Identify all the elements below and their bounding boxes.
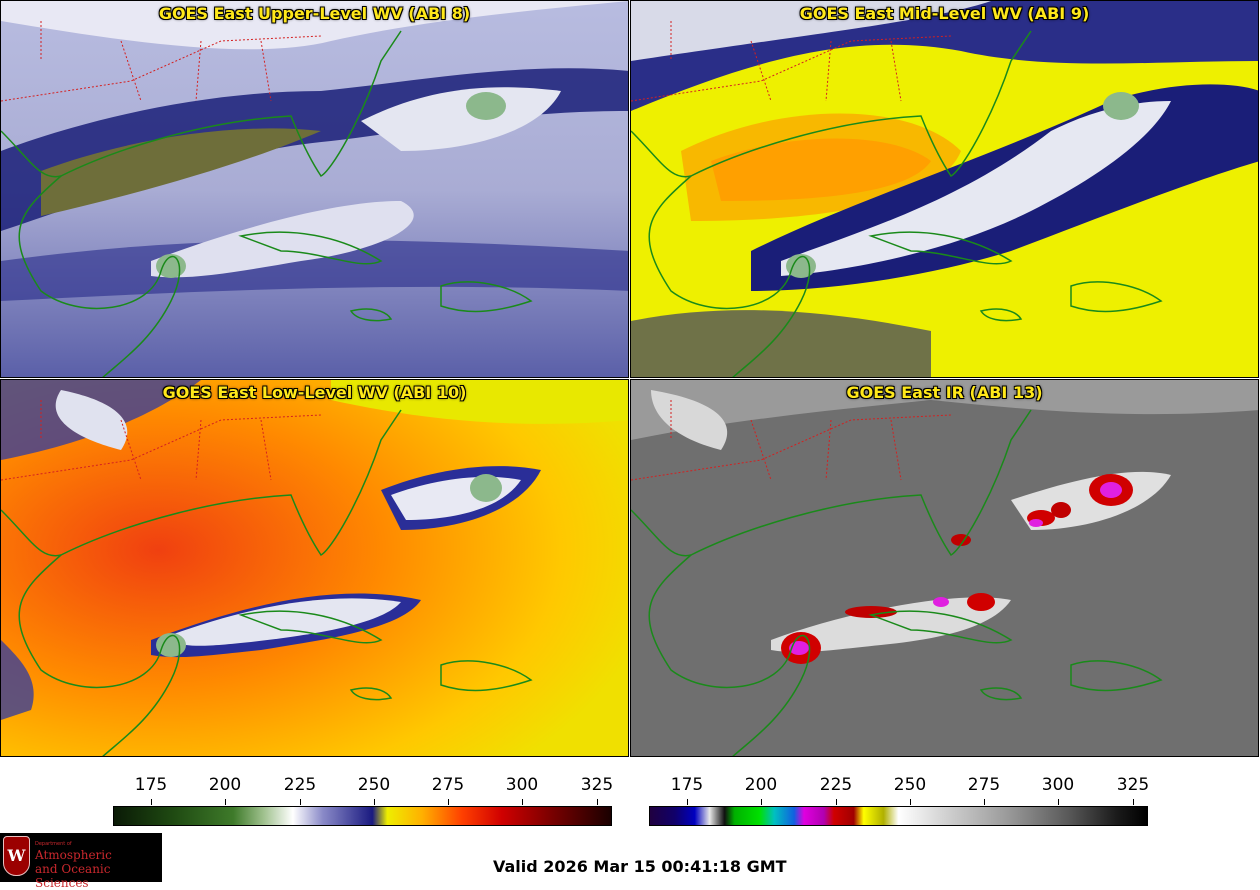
logo-line-1: Atmospheric bbox=[35, 848, 112, 862]
panel-title: GOES East Upper-Level WV (ABI 8) bbox=[158, 4, 471, 23]
logo-department-line: Department of bbox=[35, 841, 72, 847]
panel-mid-level-wv: GOES East Mid-Level WV (ABI 9) bbox=[630, 0, 1259, 378]
ir-colorbar-ticks: 175 200 225 250 275 300 325 bbox=[649, 775, 1150, 805]
tick-label: 325 bbox=[1116, 775, 1150, 795]
department-logo: W Department of Atmospheric and Oceanic … bbox=[0, 833, 162, 890]
tick-label: 175 bbox=[670, 775, 704, 795]
panel-low-level-wv: GOES East Low-Level WV (ABI 10) bbox=[0, 379, 629, 757]
tick-label: 225 bbox=[819, 775, 853, 795]
tick-label: 225 bbox=[283, 775, 317, 795]
tick-label: 300 bbox=[505, 775, 539, 795]
tick-label: 200 bbox=[744, 775, 778, 795]
ir-colorbar bbox=[649, 806, 1148, 826]
panel-title: GOES East Low-Level WV (ABI 10) bbox=[162, 383, 467, 402]
tick-label: 300 bbox=[1041, 775, 1075, 795]
tick-label: 175 bbox=[134, 775, 168, 795]
upper-level-wv-image bbox=[1, 1, 628, 377]
panel-title: GOES East IR (ABI 13) bbox=[846, 383, 1043, 402]
tick-label: 200 bbox=[208, 775, 242, 795]
tick-label: 325 bbox=[580, 775, 614, 795]
valid-time: Valid 2026 Mar 15 00:41:18 GMT bbox=[493, 857, 787, 876]
tick-label: 250 bbox=[893, 775, 927, 795]
panel-upper-level-wv: GOES East Upper-Level WV (ABI 8) bbox=[0, 0, 629, 378]
tick-label: 275 bbox=[431, 775, 465, 795]
logo-line-2: and Oceanic Sciences bbox=[35, 862, 111, 890]
crest-icon: W bbox=[3, 836, 30, 876]
wv-colorbar-ticks: 175 200 225 250 275 300 325 bbox=[113, 775, 614, 805]
panel-title: GOES East Mid-Level WV (ABI 9) bbox=[799, 4, 1090, 23]
low-level-wv-image bbox=[1, 380, 628, 756]
wv-colorbar bbox=[113, 806, 612, 826]
mid-level-wv-image bbox=[631, 1, 1258, 377]
tick-label: 250 bbox=[357, 775, 391, 795]
panel-ir: GOES East IR (ABI 13) bbox=[630, 379, 1259, 757]
ir-image bbox=[631, 380, 1258, 756]
tick-label: 275 bbox=[967, 775, 1001, 795]
